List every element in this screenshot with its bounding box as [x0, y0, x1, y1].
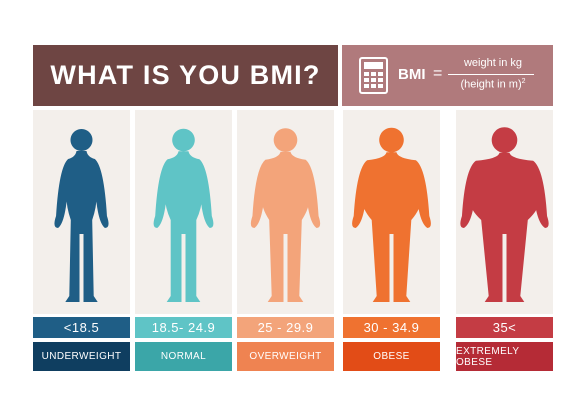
label-overweight: OVERWEIGHT: [237, 342, 334, 371]
label-obese: OBESE: [343, 342, 440, 371]
fraction-line: [448, 74, 534, 75]
person-silhouette: [54, 129, 109, 302]
bmi-formula-panel: [342, 45, 553, 106]
range-normal: 18.5- 24.9: [135, 317, 232, 338]
range-overweight: 25 - 29.9: [237, 317, 334, 338]
range-extremely-obese: 35<: [456, 317, 553, 338]
category-panel-overweight: [237, 110, 334, 314]
label-underweight: UNDERWEIGHT: [33, 342, 130, 371]
formula-numerator: weight in kg: [463, 57, 523, 69]
label-normal: NORMAL: [135, 342, 232, 371]
range-underweight: <18.5: [33, 317, 130, 338]
label-extremely-obese: EXTREMELY OBESE: [456, 342, 553, 371]
extremely-obese-person-icon: [460, 127, 549, 302]
person-silhouette: [352, 127, 431, 302]
equals-sign: =: [433, 65, 443, 82]
category-panel-underweight: [33, 110, 130, 314]
category-panel-extremely-obese: [456, 110, 553, 314]
page-title: WHAT IS YOU BMI?: [33, 45, 338, 106]
category-panel-obese: [343, 110, 440, 314]
obese-person-icon: [352, 127, 431, 302]
bmi-label: BMI: [398, 66, 426, 83]
overweight-person-icon: [250, 128, 321, 302]
denominator-text: (height in m): [460, 78, 522, 91]
range-obese: 30 - 34.9: [343, 317, 440, 338]
formula-denominator: (height in m)2: [446, 78, 540, 91]
exponent: 2: [521, 78, 526, 85]
calculator-icon: [359, 57, 388, 94]
thin-person-icon: [54, 129, 109, 302]
normal-person-icon: [153, 128, 214, 302]
person-silhouette: [153, 128, 214, 302]
person-silhouette: [250, 128, 321, 302]
person-silhouette: [460, 127, 549, 302]
category-panel-normal: [135, 110, 232, 314]
